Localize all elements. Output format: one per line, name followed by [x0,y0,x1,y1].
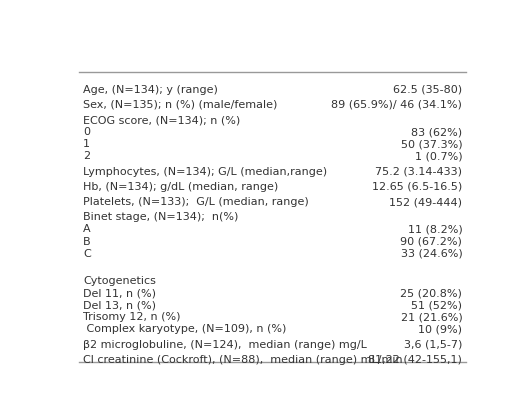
Text: ECOG score, (N=134); n (%): ECOG score, (N=134); n (%) [83,115,240,125]
Text: Lymphocytes, (N=134); G/L (median,range): Lymphocytes, (N=134); G/L (median,range) [83,166,327,177]
Text: Cl creatinine (Cockroft), (N=88),  median (range) mL/min: Cl creatinine (Cockroft), (N=88), median… [83,355,403,365]
Text: 152 (49-444): 152 (49-444) [389,197,462,207]
Text: 89 (65.9%)/ 46 (34.1%): 89 (65.9%)/ 46 (34.1%) [331,100,462,110]
Text: 90 (67.2%): 90 (67.2%) [401,237,462,247]
Text: C: C [83,249,91,259]
Text: 83 (62%): 83 (62%) [411,127,462,137]
Text: β2 microglobuline, (N=124),  median (range) mg/L: β2 microglobuline, (N=124), median (rang… [83,339,367,349]
Text: 51 (52%): 51 (52%) [411,300,462,310]
Text: Sex, (N=135); n (%) (male/female): Sex, (N=135); n (%) (male/female) [83,100,277,110]
Text: Binet stage, (N=134);  n(%): Binet stage, (N=134); n(%) [83,212,238,222]
Text: A: A [83,225,90,235]
Text: Hb, (N=134); g/dL (median, range): Hb, (N=134); g/dL (median, range) [83,182,278,192]
Text: Del 11, n (%): Del 11, n (%) [83,288,156,298]
Text: 50 (37.3%): 50 (37.3%) [401,139,462,149]
Text: 75.2 (3.14-433): 75.2 (3.14-433) [375,166,462,177]
Text: 12.65 (6.5-16.5): 12.65 (6.5-16.5) [372,182,462,192]
Text: 10 (9%): 10 (9%) [418,324,462,334]
Text: 21 (21.6%): 21 (21.6%) [401,312,462,322]
Text: 1 (0.7%): 1 (0.7%) [414,151,462,161]
Text: Del 13, n (%): Del 13, n (%) [83,300,156,310]
Text: 81,22 (42-155,1): 81,22 (42-155,1) [369,355,462,365]
Text: 1: 1 [83,139,90,149]
Text: 25 (20.8%): 25 (20.8%) [401,288,462,298]
Text: Cytogenetics: Cytogenetics [83,276,156,286]
Text: 3,6 (1,5-7): 3,6 (1,5-7) [404,339,462,349]
Text: 62.5 (35-80): 62.5 (35-80) [393,85,462,95]
Text: 2: 2 [83,151,90,161]
Text: Platelets, (N=133);  G/L (median, range): Platelets, (N=133); G/L (median, range) [83,197,309,207]
Text: 0: 0 [83,127,90,137]
Text: 11 (8.2%): 11 (8.2%) [408,225,462,235]
Text: Age, (N=134); y (range): Age, (N=134); y (range) [83,85,218,95]
Text: 33 (24.6%): 33 (24.6%) [401,249,462,259]
Text: B: B [83,237,90,247]
Text: Trisomy 12, n (%): Trisomy 12, n (%) [83,312,180,322]
Text: Complex karyotype, (N=109), n (%): Complex karyotype, (N=109), n (%) [83,324,286,334]
